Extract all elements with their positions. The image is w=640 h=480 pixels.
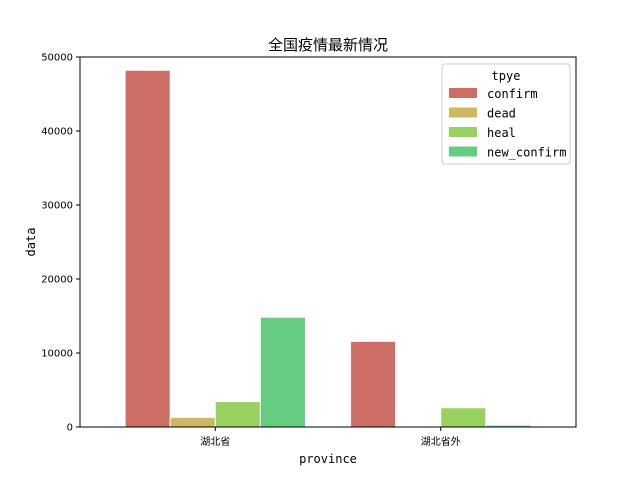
x-axis-label: province (299, 452, 357, 466)
bar-confirm-0 (124, 69, 171, 428)
x-axis-ticks: 湖北省 湖北省外 (200, 427, 461, 448)
legend-label-heal: heal (487, 126, 516, 140)
bar-dead-0 (169, 416, 216, 428)
chart-title: 全国疫情最新情况 (268, 36, 388, 54)
legend-label-dead: dead (487, 107, 516, 121)
y-axis-label: data (24, 228, 38, 257)
y-tick-label: 30000 (41, 201, 73, 212)
bars-group (124, 69, 532, 428)
legend-swatch-confirm (449, 88, 477, 98)
legend-swatch-dead (449, 107, 477, 118)
legend-swatch-new_confirm (449, 146, 477, 157)
y-tick-label: 50000 (41, 53, 73, 64)
y-tick-label: 20000 (41, 275, 73, 286)
bar-confirm-1 (350, 340, 397, 428)
y-tick-label: 0 (67, 423, 73, 434)
bar-heal-1 (440, 407, 487, 428)
plot-frame (79, 56, 577, 428)
legend: tpye confirm dead heal new_confirm (441, 63, 571, 165)
x-tick-label: 湖北省 (200, 435, 230, 448)
legend-label-confirm: confirm (487, 87, 538, 101)
bar-heal-0 (214, 401, 261, 428)
legend-items: confirm dead heal new_confirm (449, 87, 566, 160)
legend-title: tpye (492, 69, 521, 83)
legend-swatch-heal (449, 127, 477, 137)
bar-new_confirm-0 (259, 316, 306, 428)
x-tick-label: 湖北省外 (421, 435, 461, 448)
y-axis-ticks: 0 10000 20000 30000 40000 50000 (41, 53, 80, 434)
y-tick-label: 40000 (41, 127, 73, 138)
y-tick-label: 10000 (41, 349, 73, 360)
legend-label-new_confirm: new_confirm (487, 146, 566, 160)
